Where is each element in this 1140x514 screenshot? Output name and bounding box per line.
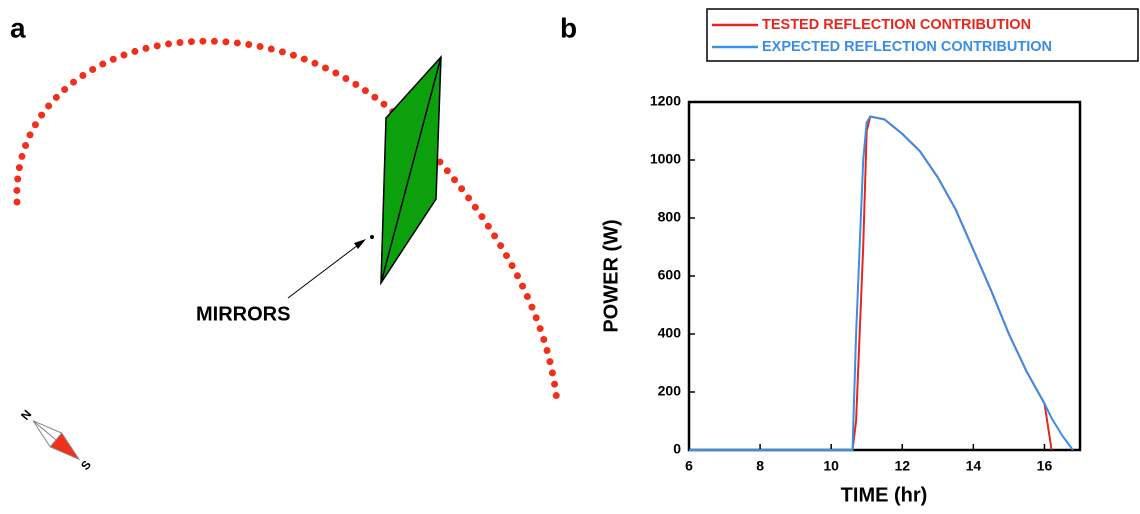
legend-label: EXPECTED REFLECTION CONTRIBUTION (762, 39, 1052, 55)
compass-s: S (78, 458, 94, 473)
plot-frame (687, 100, 1082, 452)
panel-label: a (10, 12, 26, 43)
legend-label: TESTED REFLECTION CONTRIBUTION (762, 17, 1031, 33)
compass-south (49, 432, 81, 461)
compass-n: N (18, 407, 34, 423)
series-line (689, 115, 1074, 451)
x-tick-label: 16 (1037, 458, 1053, 474)
y-tick-label: 1200 (650, 93, 681, 109)
x-tick-label: 8 (756, 458, 764, 474)
x-tick-label: 10 (823, 458, 839, 474)
panel-label: b (560, 12, 577, 43)
x-tick-label: 6 (685, 458, 693, 474)
mirror-point (370, 235, 374, 239)
arrow-head (354, 239, 366, 249)
x-tick-label: 12 (894, 458, 910, 474)
y-tick-label: 0 (673, 441, 681, 457)
sun-path (13, 37, 561, 406)
y-axis-label: POWER (W) (600, 219, 622, 332)
y-tick-label: 1000 (650, 151, 681, 167)
arrow (287, 241, 363, 299)
y-tick-label: 200 (658, 383, 682, 399)
compass: N S (18, 407, 94, 473)
diagram-label: MIRRORS (196, 303, 290, 325)
legend (706, 8, 1139, 62)
mirror-edge (380, 56, 442, 284)
y-tick-label: 600 (658, 267, 682, 283)
y-tick-label: 800 (658, 209, 682, 225)
x-axis-label: TIME (hr) (841, 484, 928, 506)
series-line (689, 115, 1053, 451)
y-tick-label: 400 (658, 325, 682, 341)
x-tick-label: 14 (966, 458, 982, 474)
